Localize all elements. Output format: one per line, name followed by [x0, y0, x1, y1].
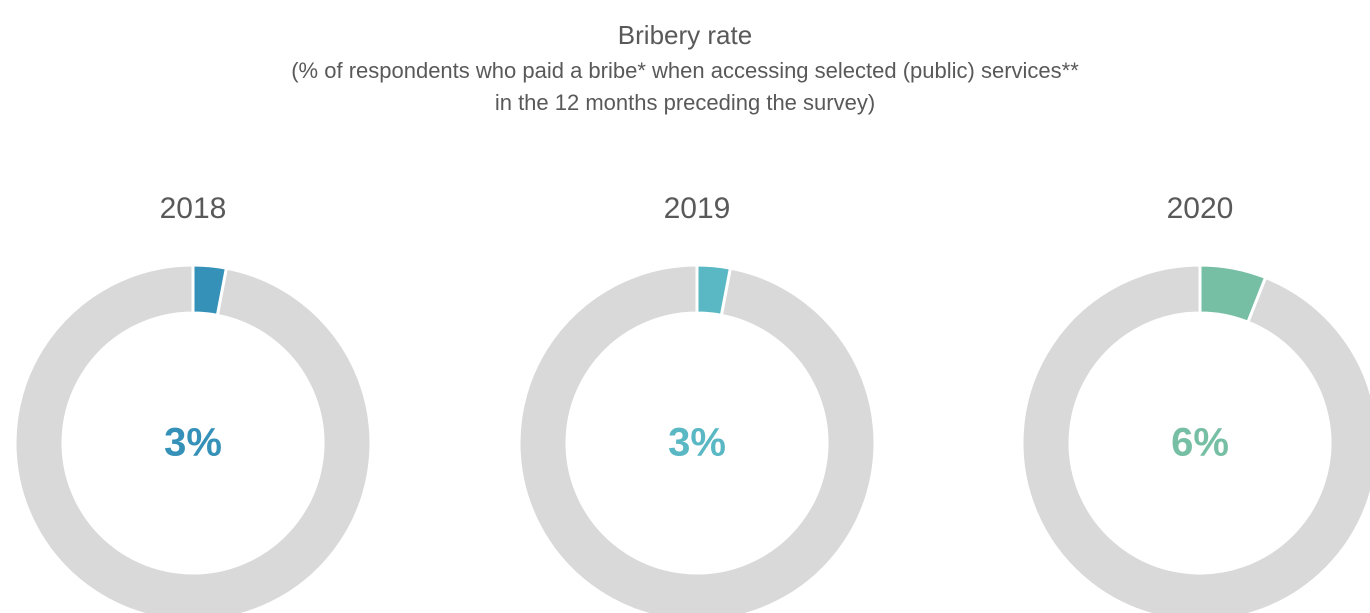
chart-title: Bribery rate	[618, 20, 752, 50]
donut-title: 2019	[664, 192, 731, 225]
data-label: 6%	[1171, 421, 1229, 465]
chart-subtitle: in the 12 months preceding the survey)	[495, 90, 875, 115]
donut-remainder	[13, 263, 373, 613]
donut-slice	[1198, 263, 1268, 325]
data-label: 3%	[164, 421, 222, 465]
donut-remainder	[1020, 263, 1370, 613]
donut-remainder	[517, 263, 877, 613]
donut-title: 2018	[160, 192, 227, 225]
data-label: 3%	[668, 421, 726, 465]
donut-slice	[191, 263, 229, 318]
chart-subtitle: (% of respondents who paid a bribe* when…	[291, 58, 1079, 83]
donut-title: 2020	[1167, 192, 1234, 225]
donut-slice	[695, 263, 733, 318]
